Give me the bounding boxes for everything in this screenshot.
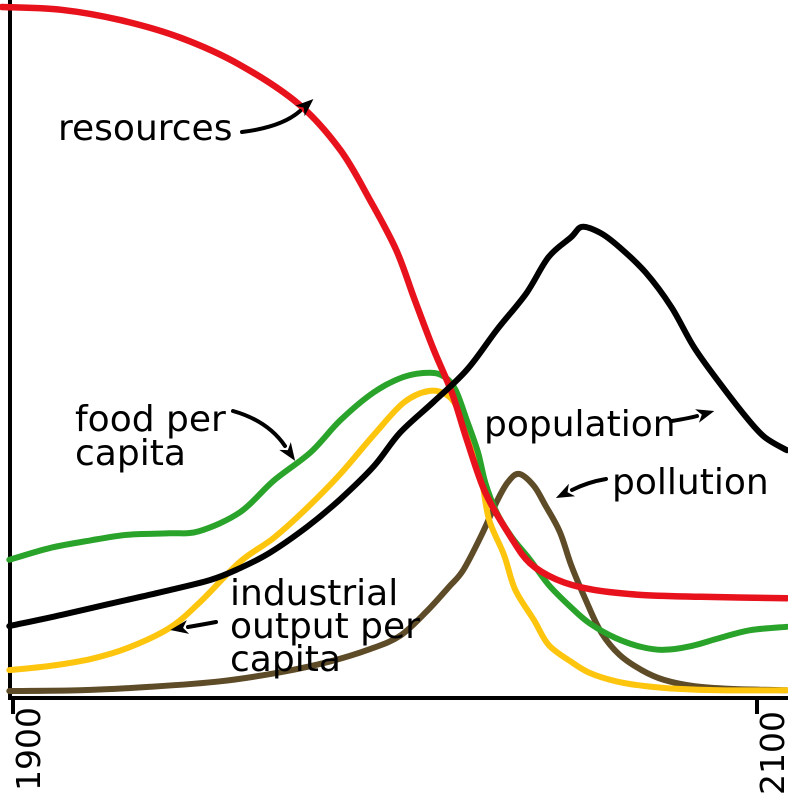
curves-layer <box>0 3 788 694</box>
industrial-output-label-line2: output per <box>230 606 420 647</box>
pollution-label: pollution <box>612 462 769 503</box>
x-tick-label-1900: 1900 <box>9 707 48 791</box>
food-per-capita-curve <box>6 369 788 653</box>
resources-curve <box>0 3 788 602</box>
food-per-capita-label: food per capita <box>75 399 237 474</box>
x-tick-label-2100: 2100 <box>753 711 788 795</box>
resources-label: resources <box>58 108 232 149</box>
resources-arrow <box>240 99 314 134</box>
population-arrow <box>670 409 715 423</box>
food-per-capita-label-line1: food per <box>75 399 226 440</box>
food-per-capita-label-line2: capita <box>75 433 186 474</box>
population-curve <box>6 223 788 630</box>
industrial-output-arrow <box>170 620 218 634</box>
population-label: population <box>484 404 676 445</box>
annotations-layer: resources food per capita population pol… <box>58 99 769 680</box>
axes: 1900 2100 <box>8 0 788 795</box>
pollution-curve <box>6 470 788 694</box>
industrial-output-label: industrial output per capita <box>230 573 431 680</box>
industrial-output-label-line1: industrial <box>230 573 398 614</box>
industrial-output-label-line3: capita <box>230 639 341 680</box>
pollution-arrow <box>555 477 608 499</box>
food-per-capita-arrow <box>231 409 296 461</box>
